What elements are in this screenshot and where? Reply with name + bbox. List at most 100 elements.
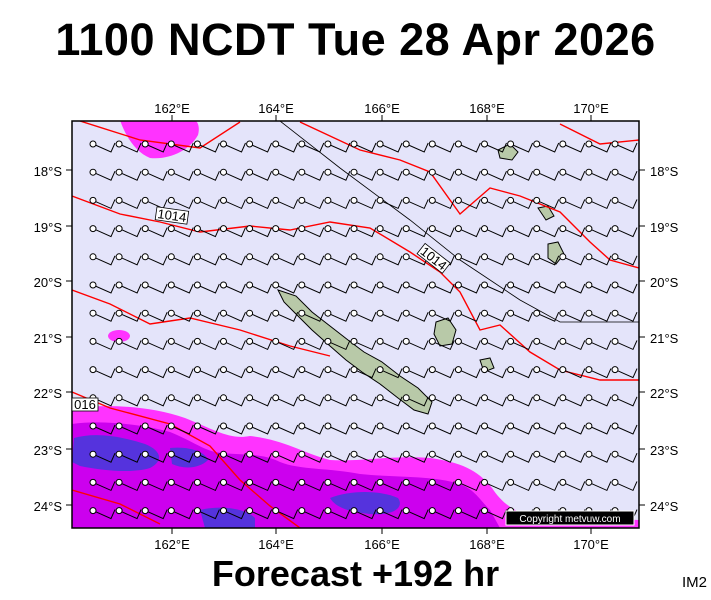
axis-ticks: [66, 115, 645, 534]
wind-barb: [193, 450, 220, 463]
wind-barb: [454, 507, 481, 520]
wind-barb: [507, 337, 534, 351]
wind-barb: [298, 422, 325, 435]
wind-barb: [402, 478, 429, 492]
wind-barb: [585, 253, 612, 266]
wind-barb: [428, 309, 455, 322]
wind-barb: [559, 196, 586, 210]
wind-barb: [481, 422, 507, 435]
wind-barb: [89, 196, 116, 210]
wind-barb: [167, 478, 194, 492]
wind-barb: [246, 507, 273, 520]
wind-barb: [585, 168, 612, 181]
land-masses: [277, 143, 565, 415]
wind-barb: [376, 422, 403, 435]
wind-barb: [89, 281, 116, 294]
wind-barb: [350, 168, 377, 181]
wind-barb: [376, 366, 403, 379]
wind-barb: [428, 337, 455, 351]
wind-barb: [376, 253, 403, 266]
wind-barb: [350, 507, 377, 520]
wind-barb: [402, 450, 429, 463]
wind-barb: [585, 366, 612, 379]
wind-barb: [481, 168, 507, 181]
lat-label-left-24: 24°S: [34, 499, 63, 514]
wind-barb: [272, 366, 299, 379]
lat-label-right-23: 23°S: [650, 443, 679, 458]
grande-terre-island: [277, 289, 433, 415]
wind-barb: [298, 225, 325, 238]
mare-island: [433, 317, 457, 347]
wind-barb: [193, 168, 220, 181]
wind-barb: [376, 281, 403, 294]
copyright-text: Copyright metvuw.com: [519, 514, 620, 525]
wind-barb: [115, 253, 142, 266]
wind-barb: [272, 337, 299, 351]
wind-barb: [220, 394, 246, 407]
wind-barb: [298, 309, 325, 322]
isobar-label-1: 1014: [154, 206, 190, 225]
wind-barb: [376, 337, 403, 351]
wind-barb: [272, 253, 299, 266]
wind-barb: [272, 394, 299, 407]
wind-barb: [193, 196, 220, 210]
wind-barb: [115, 140, 142, 153]
wind-barb: [141, 225, 168, 238]
lon-label-top-164: 164°E: [258, 101, 294, 116]
wind-barb: [141, 507, 168, 520]
wind-barb: [167, 309, 194, 322]
wind-barb: [324, 309, 351, 322]
wind-barb: [376, 196, 403, 210]
wind-barb: [298, 281, 325, 294]
wind-barb: [507, 196, 534, 210]
wind-barb: [115, 309, 142, 322]
wind-barb: [272, 450, 299, 463]
wind-barb: [89, 450, 116, 463]
wind-barb: [533, 309, 560, 322]
wind-barb: [428, 422, 455, 435]
wind-barb: [167, 337, 194, 351]
wind-barb: [585, 422, 612, 435]
wind-barb: [611, 196, 638, 210]
wind-barb: [350, 196, 377, 210]
wind-barb: [559, 225, 586, 238]
wind-barb: [324, 450, 351, 463]
wind-barb: [298, 366, 325, 379]
wind-barb: [585, 281, 612, 294]
wind-barb: [220, 196, 246, 210]
wind-barb: [481, 281, 507, 294]
wind-barb: [611, 478, 638, 492]
wind-barb: [376, 478, 403, 492]
lon-label-bottom-164: 164°E: [258, 537, 294, 552]
wind-barb: [402, 281, 429, 294]
wind-barb: [428, 450, 455, 463]
wind-barb: [454, 337, 481, 351]
wind-barb: [350, 140, 377, 153]
wind-barb: [611, 225, 638, 238]
wind-barb: [167, 168, 194, 181]
wind-barb: [350, 337, 377, 351]
wind-barb: [585, 337, 612, 351]
wind-barb: [481, 450, 507, 463]
wind-barb: [220, 140, 246, 153]
wind-barb: [115, 168, 142, 181]
wind-barb: [115, 225, 142, 238]
wind-barb: [193, 140, 220, 153]
wind-barb: [454, 281, 481, 294]
wind-barb: [533, 168, 560, 181]
wind-barb: [454, 140, 481, 153]
wind-barb: [533, 337, 560, 351]
lat-label-left-19: 19°S: [34, 220, 63, 235]
wind-barb: [324, 140, 351, 153]
wind-barb: [376, 394, 403, 407]
wind-barb: [324, 507, 351, 520]
wind-barb: [89, 140, 116, 153]
wind-barb: [298, 253, 325, 266]
wind-barb: [350, 394, 377, 407]
wind-barb: [89, 366, 116, 379]
wind-barb: [533, 422, 560, 435]
wind-barb: [193, 394, 220, 407]
wind-barb: [611, 253, 638, 266]
wind-barb: [324, 225, 351, 238]
